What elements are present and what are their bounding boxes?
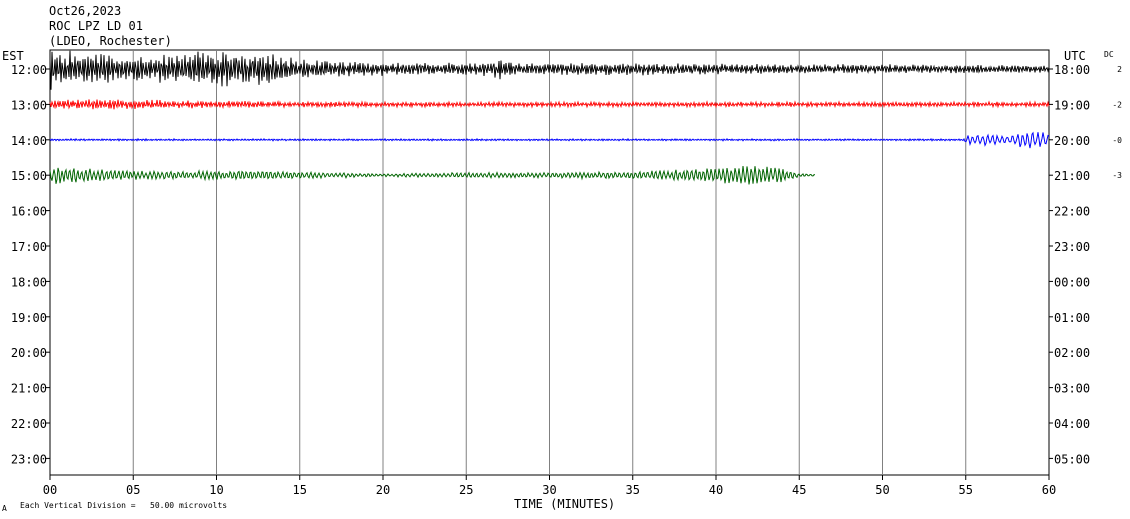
dc-value-row-1: -2 <box>1112 100 1122 109</box>
row-label-utc-00:00: 00:00 <box>1054 275 1090 289</box>
dc-header-label: DC <box>1104 50 1114 59</box>
right-timezone-label: UTC <box>1064 49 1086 63</box>
row-label-est-18:00: 18:00 <box>11 275 47 289</box>
dc-value-row-3: -3 <box>1112 171 1122 180</box>
row-label-est-20:00: 20:00 <box>11 346 47 360</box>
row-label-utc-05:00: 05:00 <box>1054 452 1090 466</box>
x-tick-label-00: 00 <box>43 483 57 497</box>
row-label-utc-02:00: 02:00 <box>1054 346 1090 360</box>
x-tick-label-50: 50 <box>875 483 889 497</box>
row-label-utc-19:00: 19:00 <box>1054 98 1090 112</box>
row-label-est-16:00: 16:00 <box>11 205 47 219</box>
trace-row-0 <box>49 50 1050 90</box>
axis-labels: 00 05 10 15 20 25 30 35 40 45 50 55 60 12:00 18:00 13:0… <box>11 63 1122 497</box>
row-label-utc-20:00: 20:00 <box>1054 134 1090 148</box>
network-label: (LDEO, Rochester) <box>49 34 172 48</box>
row-label-est-13:00: 13:00 <box>11 98 47 112</box>
row-label-est-19:00: 19:00 <box>11 311 47 325</box>
trace-row-2 <box>49 131 1050 149</box>
x-tick-label-15: 15 <box>293 483 307 497</box>
row-label-est-17:00: 17:00 <box>11 240 47 254</box>
row-label-est-23:00: 23:00 <box>11 452 47 466</box>
row-label-utc-22:00: 22:00 <box>1054 205 1090 219</box>
x-tick-label-55: 55 <box>959 483 973 497</box>
row-label-est-21:00: 21:00 <box>11 382 47 396</box>
grid <box>46 49 1053 480</box>
dc-value-row-0: 2 <box>1117 65 1122 74</box>
row-label-utc-04:00: 04:00 <box>1054 417 1090 431</box>
row-label-est-14:00: 14:00 <box>11 134 47 148</box>
corner-mark: A <box>2 504 7 513</box>
row-label-est-15:00: 15:00 <box>11 169 47 183</box>
row-label-utc-21:00: 21:00 <box>1054 169 1090 183</box>
seismic-traces <box>49 50 1050 185</box>
x-axis-title: TIME (MINUTES) <box>514 497 616 511</box>
trace-row-3 <box>49 166 816 185</box>
row-label-utc-23:00: 23:00 <box>1054 240 1090 254</box>
station-label: ROC LPZ LD 01 <box>49 19 143 33</box>
row-label-utc-18:00: 18:00 <box>1054 63 1090 77</box>
dc-value-row-2: -0 <box>1112 136 1122 145</box>
scale-note: Each Vertical Division = 50.00 microvolt… <box>20 501 228 510</box>
x-tick-label-25: 25 <box>459 483 473 497</box>
x-tick-label-45: 45 <box>792 483 806 497</box>
x-tick-label-20: 20 <box>376 483 390 497</box>
trace-row-1 <box>49 99 1050 110</box>
x-tick-label-05: 05 <box>126 483 140 497</box>
row-label-est-12:00: 12:00 <box>11 63 47 77</box>
left-timezone-label: EST <box>2 49 24 63</box>
row-label-est-22:00: 22:00 <box>11 417 47 431</box>
row-label-utc-03:00: 03:00 <box>1054 382 1090 396</box>
x-tick-label-10: 10 <box>209 483 223 497</box>
x-tick-label-30: 30 <box>542 483 556 497</box>
row-label-utc-01:00: 01:00 <box>1054 311 1090 325</box>
date-label: Oct26,2023 <box>49 4 122 18</box>
x-tick-label-35: 35 <box>626 483 640 497</box>
x-tick-label-40: 40 <box>709 483 723 497</box>
x-tick-label-60: 60 <box>1042 483 1056 497</box>
